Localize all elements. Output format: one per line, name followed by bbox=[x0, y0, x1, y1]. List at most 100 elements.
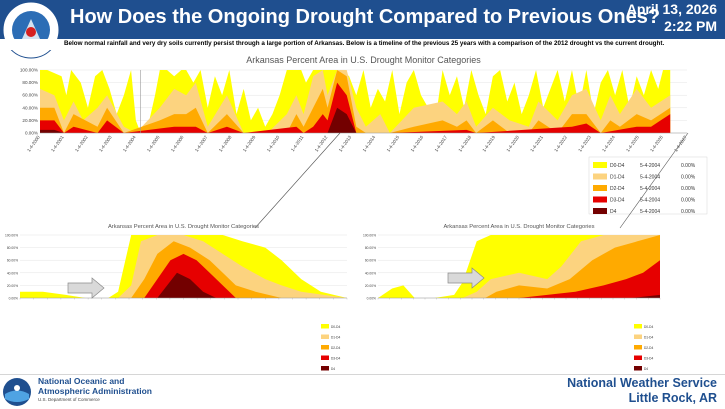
x-tick-label: 1-4-2013 bbox=[338, 134, 353, 152]
legend-swatch bbox=[321, 355, 329, 360]
x-tick-label: 1-4-2007 bbox=[194, 134, 209, 152]
legend-label: D1-D4 bbox=[644, 336, 653, 340]
noaa-line2: Atmospheric Administration bbox=[38, 385, 152, 396]
legend-swatch bbox=[593, 185, 607, 191]
x-tick-label: 1-4-2003 bbox=[98, 134, 113, 152]
y-tick-label: 60.00% bbox=[365, 259, 376, 263]
legend-swatch bbox=[593, 196, 607, 203]
legend-swatch bbox=[634, 324, 642, 329]
x-tick-label: 1-4-2019 bbox=[481, 134, 496, 152]
x-tick-label: 1-4-2002 bbox=[74, 134, 89, 152]
legend-label: D0-D4 bbox=[610, 163, 625, 169]
legend-date: 5-4-2004 bbox=[640, 175, 660, 181]
y-tick-label: 100.00% bbox=[5, 234, 18, 238]
legend-swatch bbox=[321, 345, 329, 350]
legend-date: 5-4-2004 bbox=[640, 209, 660, 215]
x-tick-label: 1-4-2016 bbox=[410, 134, 425, 152]
y-tick-label: 40.00% bbox=[22, 105, 38, 110]
y-tick-label: 60.00% bbox=[7, 259, 18, 263]
y-tick-label: 80.00% bbox=[22, 80, 38, 85]
legend-label: D0-D4 bbox=[644, 325, 653, 329]
page-title: How Does the Ongoing Drought Compared to… bbox=[70, 6, 661, 28]
date-label: April 13, 2026 bbox=[626, 1, 717, 17]
x-tick-label: 1-4-2015 bbox=[386, 134, 401, 152]
legend-value: 0.00% bbox=[681, 198, 696, 204]
legend-label: D1-D4 bbox=[610, 175, 625, 181]
y-tick-label: 40.00% bbox=[7, 271, 18, 275]
chart-title: Arkansas Percent Area in U.S. Drought Mo… bbox=[443, 224, 594, 230]
nws-line1: National Weather Service bbox=[567, 376, 717, 390]
legend-label: D1-D4 bbox=[331, 336, 340, 340]
time-label: 2:22 PM bbox=[664, 18, 717, 34]
legend-box bbox=[588, 156, 708, 215]
series-area-d2-d4 bbox=[40, 70, 671, 133]
legend-swatch bbox=[321, 334, 329, 339]
series-area-d3-d4 bbox=[40, 82, 671, 133]
legend-value: 0.00% bbox=[681, 163, 696, 169]
x-tick-label: 1-4-2000 bbox=[26, 134, 41, 152]
onset-arrow-current bbox=[447, 267, 485, 289]
legend-label: D3-D4 bbox=[331, 357, 340, 361]
nws-office: National Weather Service Little Rock, AR bbox=[567, 376, 717, 406]
x-tick-label: 1-4-2023 bbox=[577, 134, 592, 152]
legend-label: D3-D4 bbox=[610, 198, 625, 204]
datetime: April 13, 2026 2:22 PM bbox=[627, 1, 717, 35]
x-tick-label: 1-4-2024 bbox=[601, 134, 616, 152]
header-banner bbox=[0, 0, 725, 39]
y-tick-label: 80.00% bbox=[365, 246, 376, 250]
legend-value: 0.00% bbox=[681, 186, 696, 192]
legend-swatch bbox=[321, 324, 329, 329]
chart-title: Arkansas Percent Area in U.S. Drought Mo… bbox=[246, 55, 481, 65]
legend-value: 0.00% bbox=[681, 175, 696, 181]
y-tick-label: 20.00% bbox=[22, 118, 38, 123]
legend-date: 5-4-2004 bbox=[640, 163, 660, 169]
y-tick-label: 40.00% bbox=[365, 271, 376, 275]
y-tick-label: 0.00% bbox=[9, 297, 18, 301]
connector-line-2012 bbox=[254, 132, 341, 229]
series-area-d3-d4 bbox=[378, 260, 660, 298]
x-tick-label: 1-4-2001 bbox=[50, 134, 65, 152]
x-tick-label: 1-4-2012 bbox=[314, 134, 329, 152]
chart-title: Arkansas Percent Area in U.S. Drought Mo… bbox=[108, 224, 259, 230]
y-tick-label: 0.00% bbox=[367, 297, 376, 301]
noaa-line1: National Oceanic and bbox=[38, 376, 125, 386]
subtitle-bar bbox=[0, 39, 725, 50]
legend-label: D4 bbox=[331, 367, 335, 371]
onset-arrow-2012 bbox=[67, 277, 105, 299]
footer bbox=[0, 374, 725, 409]
y-tick-label: 100.00% bbox=[363, 234, 376, 238]
legend-swatch bbox=[634, 355, 642, 360]
legend-date: 5-4-2004 bbox=[640, 186, 660, 192]
legend-label: D3-D4 bbox=[644, 357, 653, 361]
connector-line-current bbox=[619, 132, 689, 229]
y-tick-label: 20.00% bbox=[365, 284, 376, 288]
legend-label: D4 bbox=[610, 209, 617, 215]
subtitle-text: Below normal rainfall and very dry soils… bbox=[64, 40, 665, 47]
legend-swatch bbox=[593, 162, 607, 168]
legend-label: D2-D4 bbox=[331, 346, 340, 350]
x-tick-label: 1-4-2014 bbox=[362, 134, 377, 152]
noaa-subline: U.S. Department of Commerce bbox=[38, 397, 100, 402]
x-tick-label: 1-4-2006 bbox=[170, 134, 185, 152]
x-tick-label: 1-4-2011 bbox=[290, 134, 305, 152]
x-tick-label: 1-4-2017 bbox=[434, 134, 449, 152]
y-tick-label: 80.00% bbox=[7, 246, 18, 250]
legend-swatch bbox=[593, 173, 607, 180]
legend-value: 0.00% bbox=[681, 209, 696, 215]
series-area-d2-d4 bbox=[378, 235, 660, 298]
legend-swatch bbox=[634, 345, 642, 350]
x-tick-label: 1-4-2025 bbox=[625, 134, 640, 152]
x-tick-label: 1-4-2026 bbox=[649, 134, 664, 152]
y-tick-label: 100.00% bbox=[20, 68, 38, 73]
y-tick-label: 60.00% bbox=[22, 93, 38, 98]
x-tick-label: 1-4-2020 bbox=[505, 134, 520, 152]
nws-line2: Little Rock, AR bbox=[628, 391, 717, 405]
x-tick-label: 1-4-2009 bbox=[242, 134, 257, 152]
x-tick-label: 1-4-2021 bbox=[529, 134, 544, 152]
legend-date: 5-4-2004 bbox=[640, 198, 660, 204]
legend-label: D4 bbox=[644, 367, 648, 371]
legend-label: D2-D4 bbox=[610, 186, 625, 192]
noaa-logo bbox=[3, 378, 31, 406]
y-tick-label: 0.00% bbox=[25, 131, 38, 136]
